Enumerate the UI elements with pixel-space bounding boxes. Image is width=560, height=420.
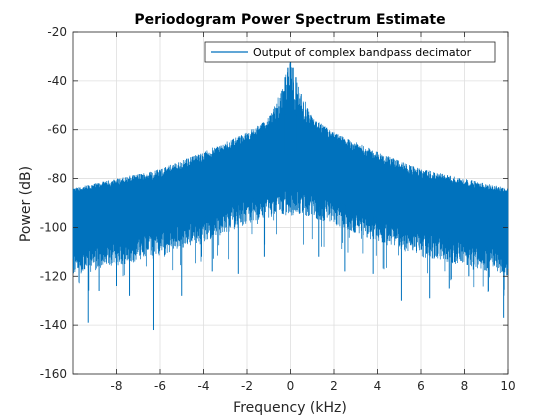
- y-tick-label: -120: [40, 269, 67, 283]
- series-output: [72, 58, 509, 331]
- y-tick-label: -60: [47, 123, 67, 137]
- legend-label: Output of complex bandpass decimator: [253, 46, 472, 59]
- x-tick-label: -8: [111, 379, 123, 393]
- y-tick-label: -100: [40, 220, 67, 234]
- y-tick-label: -160: [40, 367, 67, 381]
- y-axis-label: Power (dB): [18, 166, 34, 242]
- x-tick-label: -4: [198, 379, 210, 393]
- tick-labels: -8 -6 -4 -2 0 2 4 6 8 10-20-40-60-80-100-120-140-…: [40, 25, 516, 393]
- y-tick-label: -140: [40, 318, 67, 332]
- y-tick-label: -20: [47, 25, 67, 39]
- x-tick-label: 6: [417, 379, 425, 393]
- x-tick-label: -6: [154, 379, 166, 393]
- y-tick-label: -80: [47, 172, 67, 186]
- x-tick-label: 0: [287, 379, 295, 393]
- x-tick-label: 10: [500, 379, 515, 393]
- x-tick-label: 4: [374, 379, 382, 393]
- legend: Output of complex bandpass decimator: [204, 41, 496, 63]
- legend-box: [204, 41, 496, 63]
- x-axis-label: Frequency (kHz): [233, 400, 347, 416]
- chart-title: Periodogram Power Spectrum Estimate: [134, 12, 445, 28]
- x-tick-label: -2: [241, 379, 253, 393]
- spectrum-core: [73, 110, 508, 252]
- x-tick-label: 8: [461, 379, 469, 393]
- x-tick-label: 2: [330, 379, 338, 393]
- y-tick-label: -40: [47, 74, 67, 88]
